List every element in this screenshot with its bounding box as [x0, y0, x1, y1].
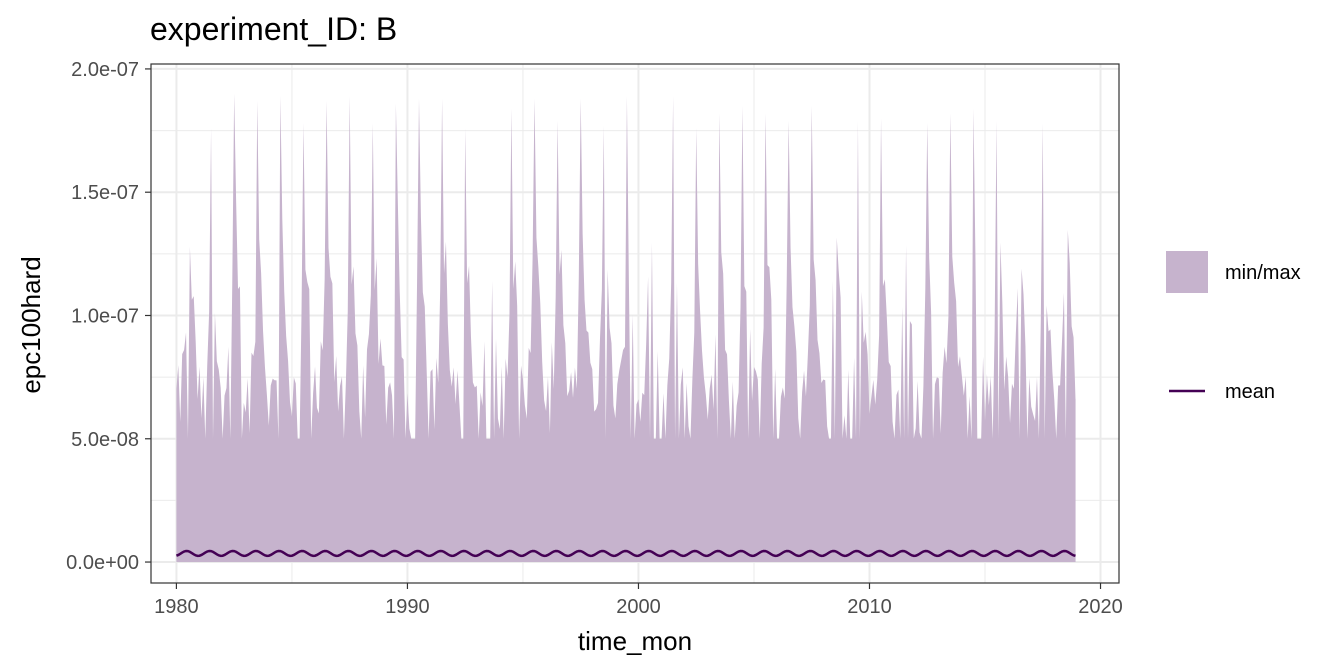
y-tick-label: 5.0e-08 [71, 429, 139, 451]
x-tick-label: 2020 [1078, 596, 1123, 618]
x-axis: 1980 1990 2000 2010 2020 [154, 583, 1123, 618]
y-tick-label: 0.0e+00 [66, 552, 139, 574]
plot-panel [150, 63, 1120, 584]
legend-label-mean: mean [1225, 381, 1275, 403]
y-tick-label: 1.5e-07 [71, 182, 139, 204]
y-axis: 0.0e+00 5.0e-08 1.0e-07 1.5e-07 2.0e-07 [66, 59, 151, 574]
x-tick-label: 2000 [616, 596, 661, 618]
x-tick-label: 1990 [385, 596, 430, 618]
y-axis-title: epc100hard [16, 256, 46, 393]
y-tick-label: 1.0e-07 [71, 305, 139, 327]
x-axis-title: time_mon [578, 626, 692, 656]
panel-border [150, 63, 1120, 584]
legend: min/max mean [1166, 251, 1301, 403]
min-max-ribbon [176, 93, 1076, 563]
y-tick-label: 2.0e-07 [71, 59, 139, 81]
legend-label-min-max: min/max [1225, 262, 1301, 284]
chart-title: experiment_ID: B [150, 11, 397, 47]
x-tick-label: 2010 [847, 596, 892, 618]
x-tick-label: 1980 [154, 596, 199, 618]
mean-line [175, 549, 1076, 558]
legend-key-min-max [1166, 251, 1208, 293]
